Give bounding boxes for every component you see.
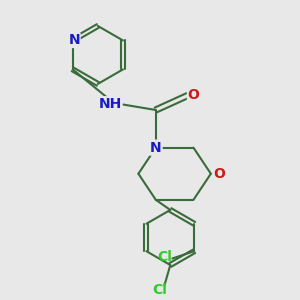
Text: NH: NH [98,97,122,111]
Text: N: N [68,33,80,47]
Text: O: O [213,167,225,181]
Text: Cl: Cl [157,250,172,264]
Text: Cl: Cl [153,283,168,297]
Text: O: O [188,88,200,103]
Text: N: N [150,141,162,155]
